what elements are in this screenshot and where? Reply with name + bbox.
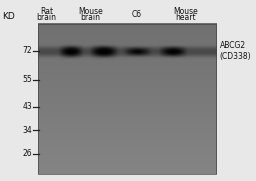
Text: ABCG2
(CD338): ABCG2 (CD338) — [220, 41, 251, 61]
Text: 43: 43 — [22, 102, 32, 111]
Text: brain: brain — [36, 12, 56, 22]
Text: Mouse: Mouse — [173, 7, 198, 16]
Text: heart: heart — [175, 12, 196, 22]
Text: Mouse: Mouse — [78, 7, 103, 16]
Text: 55: 55 — [22, 75, 32, 84]
Text: 72: 72 — [23, 46, 32, 55]
Text: 34: 34 — [22, 126, 32, 135]
Text: 26: 26 — [23, 149, 32, 158]
Text: Rat: Rat — [40, 7, 53, 16]
Text: KD: KD — [2, 12, 15, 20]
Text: brain: brain — [80, 12, 100, 22]
Text: C6: C6 — [132, 10, 142, 18]
Bar — [38, 24, 216, 174]
